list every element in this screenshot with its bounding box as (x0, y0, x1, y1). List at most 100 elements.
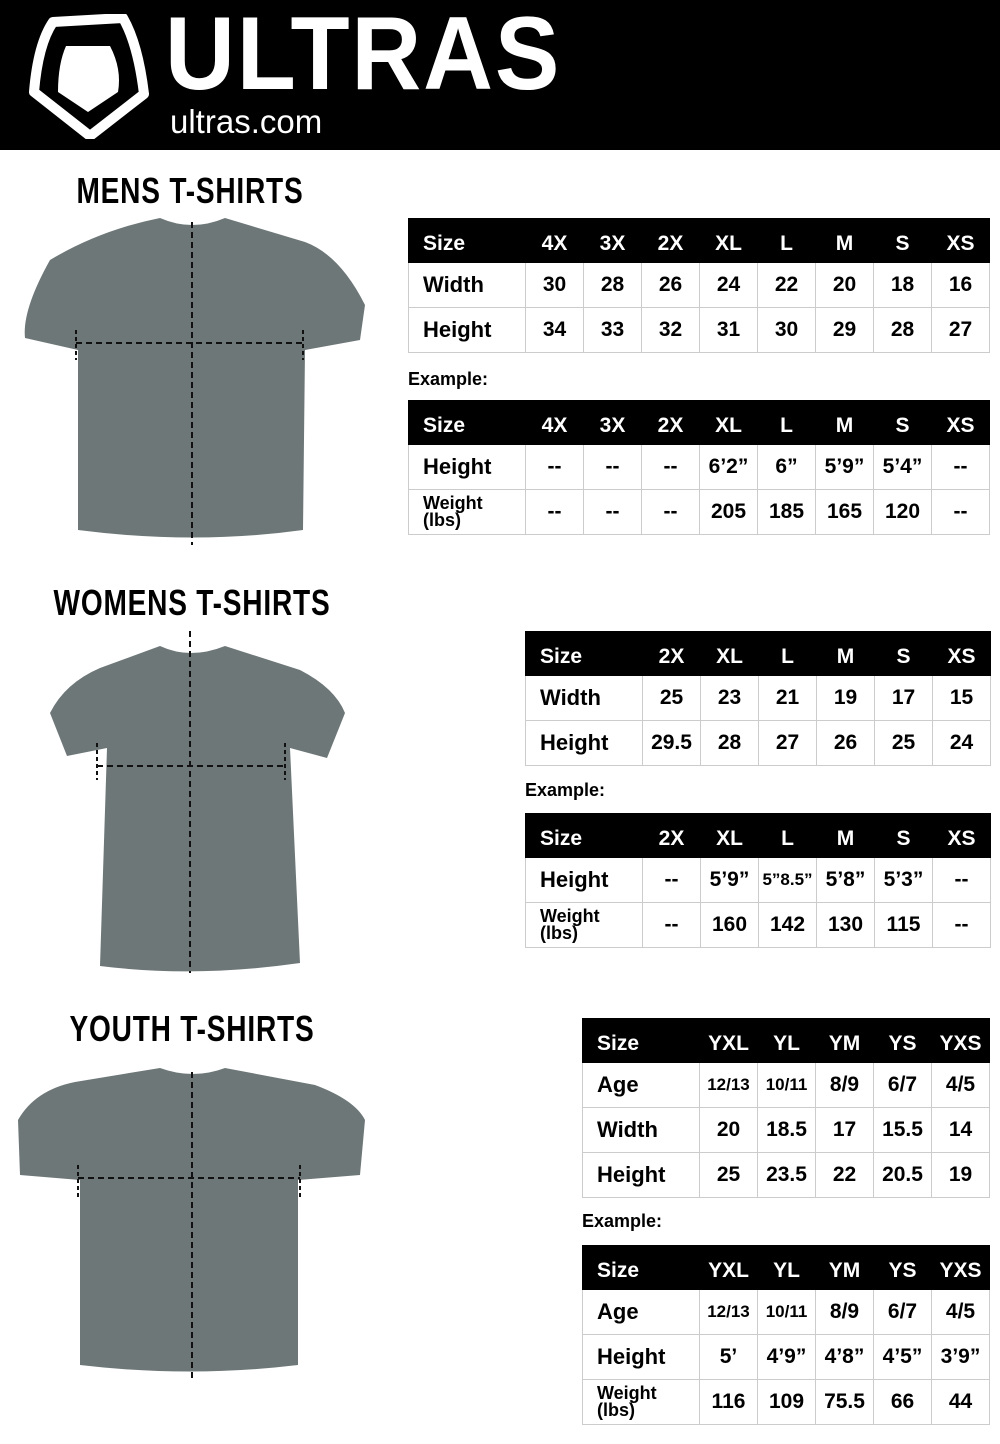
table-cell: 4X (525, 400, 584, 445)
row-label: Size (525, 631, 643, 676)
table-row: Height -- -- -- 6’2” 6” 5’9” 5’4” -- (408, 444, 990, 490)
row-label: Size (582, 1245, 700, 1290)
table-cell: 23 (700, 675, 759, 721)
table-cell: 185 (757, 489, 816, 535)
table-cell: -- (525, 444, 584, 490)
table-cell: -- (642, 857, 701, 903)
table-row: Weight (lbs) 116 109 75.5 66 44 (582, 1379, 990, 1425)
table-cell: YM (815, 1245, 874, 1290)
row-label: Size (408, 400, 526, 445)
table-row: Width 30 28 26 24 22 20 18 16 (408, 262, 990, 308)
table-cell: L (758, 631, 817, 676)
shield-icon (29, 14, 149, 139)
table-cell: 5’4” (873, 444, 932, 490)
table-cell: M (816, 813, 875, 858)
table-cell: 26 (641, 262, 700, 308)
table-cell: 4/5 (931, 1289, 990, 1335)
womens-title: WOMENS T-SHIRTS (53, 582, 331, 623)
table-cell: XS (932, 631, 991, 676)
site-url[interactable]: ultras.com (170, 103, 323, 140)
table-cell: 25 (642, 675, 701, 721)
table-cell: 20 (699, 1107, 758, 1153)
table-cell: 15.5 (873, 1107, 932, 1153)
table-cell: YXS (931, 1245, 990, 1290)
table-cell: 5’ (699, 1334, 758, 1380)
table-cell: -- (931, 489, 990, 535)
brand-header: ULTRAS ultras.com (0, 0, 1000, 150)
table-cell: 6/7 (873, 1062, 932, 1108)
table-cell: XL (700, 813, 759, 858)
table-cell: L (758, 813, 817, 858)
table-cell: S (874, 631, 933, 676)
table-cell: 17 (815, 1107, 874, 1153)
table-cell: 3’9” (931, 1334, 990, 1380)
table-cell: -- (583, 444, 642, 490)
table-cell: 66 (873, 1379, 932, 1425)
table-cell: XL (699, 218, 758, 263)
table-cell: 8/9 (815, 1062, 874, 1108)
table-row: Age 12/13 10/11 8/9 6/7 4/5 (582, 1289, 990, 1335)
table-row: Weight (lbs) -- -- -- 205 185 165 120 -- (408, 489, 990, 535)
table-cell: 4’5” (873, 1334, 932, 1380)
table-cell: YXL (699, 1245, 758, 1290)
mens-example-label: Example: (408, 369, 489, 389)
table-cell: 109 (757, 1379, 816, 1425)
table-cell: 16 (931, 262, 990, 308)
table-cell: M (815, 218, 874, 263)
row-label: Width (408, 262, 526, 308)
table-cell: 160 (700, 902, 759, 948)
brand-name: ULTRAS (165, 0, 562, 112)
table-cell: -- (931, 444, 990, 490)
table-cell: 24 (699, 262, 758, 308)
mens-tshirt-image (24, 218, 365, 545)
youth-example-table: Size YXL YL YM YS YXS Age 12/13 10/11 8/9 6/7 4/5 He… (582, 1245, 990, 1425)
table-cell: 205 (699, 489, 758, 535)
table-cell: YXS (931, 1018, 990, 1063)
row-label: Height (582, 1152, 700, 1198)
table-cell: 5’8” (816, 857, 875, 903)
table-row: Width 25 23 21 19 17 15 (525, 675, 991, 721)
table-cell: 4X (525, 218, 584, 263)
table-cell: YS (873, 1018, 932, 1063)
table-cell: 116 (699, 1379, 758, 1425)
womens-tshirt-image (50, 631, 345, 973)
table-cell: 20.5 (873, 1152, 932, 1198)
table-cell: YL (757, 1018, 816, 1063)
row-label: Width (525, 675, 643, 721)
table-cell: 130 (816, 902, 875, 948)
table-cell: -- (642, 902, 701, 948)
table-cell: 2X (642, 631, 701, 676)
table-cell: 4’8” (815, 1334, 874, 1380)
row-label: Weight (lbs) (525, 902, 643, 948)
row-label: Size (408, 218, 526, 263)
table-cell: 31 (699, 307, 758, 353)
table-cell: 8/9 (815, 1289, 874, 1335)
table-cell: 18 (873, 262, 932, 308)
table-header-row: Size YXL YL YM YS YXS (582, 1245, 990, 1290)
table-cell: 19 (816, 675, 875, 721)
table-row: Height 29.5 28 27 26 25 24 (525, 720, 991, 766)
table-row: Height 34 33 32 31 30 29 28 27 (408, 307, 990, 353)
table-header-row: Size YXL YL YM YS YXS (582, 1018, 990, 1063)
table-cell: 25 (699, 1152, 758, 1198)
table-cell: 6’2” (699, 444, 758, 490)
womens-example-label: Example: (525, 780, 606, 800)
table-cell: 12/13 (699, 1289, 758, 1335)
table-cell: 115 (874, 902, 933, 948)
table-cell: S (873, 218, 932, 263)
table-cell: 10/11 (757, 1062, 816, 1108)
table-cell: 28 (700, 720, 759, 766)
table-cell: 30 (525, 262, 584, 308)
table-cell: S (874, 813, 933, 858)
table-cell: 27 (758, 720, 817, 766)
table-header-row: Size 2X XL L M S XS (525, 813, 991, 858)
table-row: Width 20 18.5 17 15.5 14 (582, 1107, 990, 1153)
row-label: Age (582, 1289, 700, 1335)
table-cell: YS (873, 1245, 932, 1290)
table-cell: -- (932, 902, 991, 948)
table-cell: 29.5 (642, 720, 701, 766)
table-cell: S (873, 400, 932, 445)
table-cell: 22 (815, 1152, 874, 1198)
table-cell: 15 (932, 675, 991, 721)
table-cell: 30 (757, 307, 816, 353)
